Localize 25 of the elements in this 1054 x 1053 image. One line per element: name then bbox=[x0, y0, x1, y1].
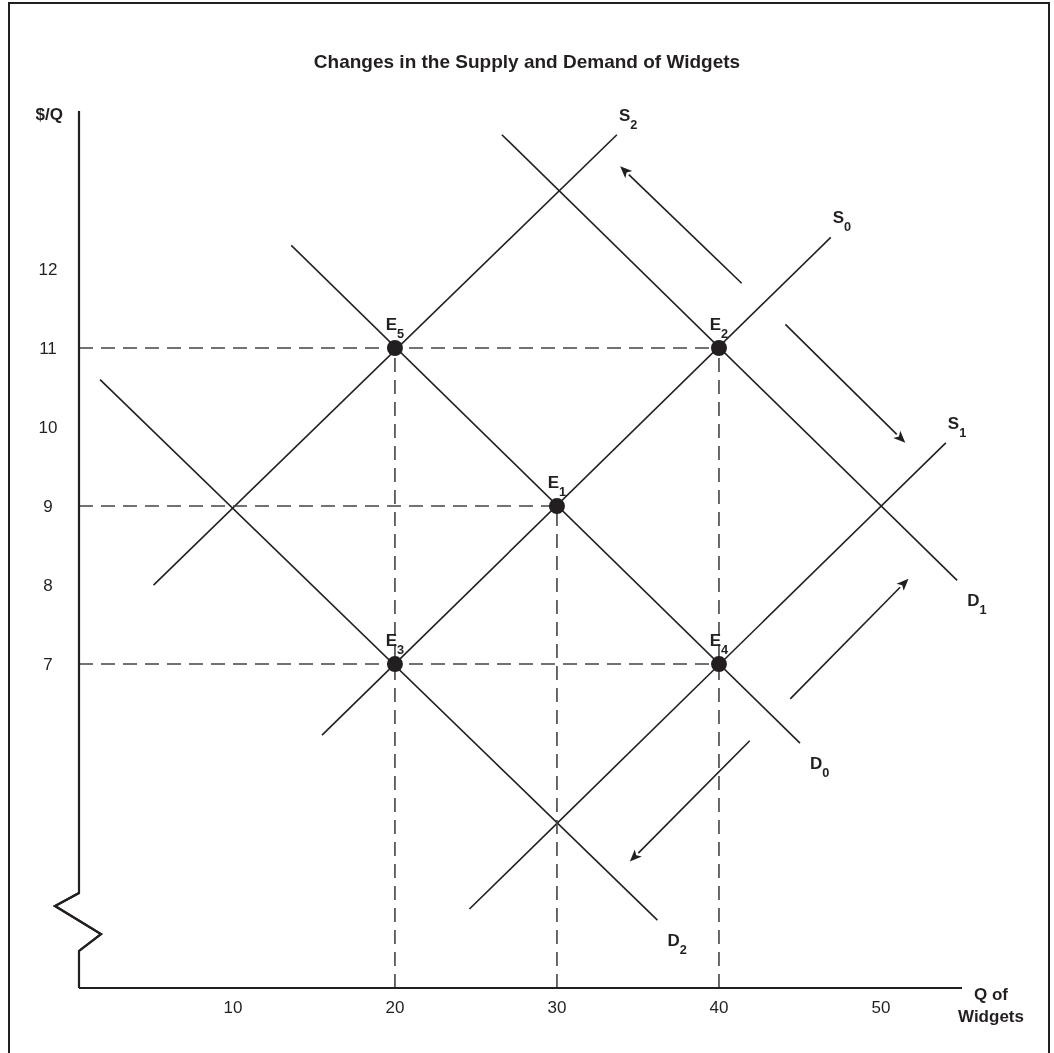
x-tick-label: 50 bbox=[871, 998, 891, 1017]
y-tick-label: 12 bbox=[38, 259, 58, 279]
x-tick-label: 20 bbox=[385, 998, 405, 1017]
annotation: E$_{4}$ bbox=[709, 631, 730, 657]
series-label: D$_{2}$ bbox=[667, 931, 687, 957]
x-axis-title: Q of Widgets bbox=[958, 985, 1024, 1026]
series-label: D$_{0}$ bbox=[809, 754, 830, 780]
annotation: E$_{1}$ bbox=[547, 473, 567, 499]
annotation: E$_{2}$ bbox=[709, 315, 729, 341]
y-tick-label: 9 bbox=[43, 497, 53, 516]
x-tick-label: 40 bbox=[709, 998, 729, 1017]
series-label: D$_{1}$ bbox=[967, 591, 987, 617]
x-tick-label: 10 bbox=[223, 998, 243, 1017]
series-label: S$_{2}$ bbox=[618, 105, 638, 132]
y-tick-label: 7 bbox=[43, 655, 53, 675]
y-tick-label: 11 bbox=[39, 338, 57, 358]
annotation: E$_{5}$ bbox=[385, 315, 405, 341]
chart-title: Changes in the Supply and Demand of Widgets bbox=[313, 51, 741, 72]
y-tick-label: 10 bbox=[38, 417, 58, 437]
x-tick-label: 30 bbox=[547, 998, 567, 1017]
y-axis-title: $/Q bbox=[35, 105, 63, 124]
series-label: S$_{0}$ bbox=[832, 208, 852, 234]
annotation: E$_{3}$ bbox=[385, 631, 405, 657]
series-label: S$_{1}$ bbox=[947, 413, 967, 440]
y-tick-label: 8 bbox=[43, 576, 53, 595]
